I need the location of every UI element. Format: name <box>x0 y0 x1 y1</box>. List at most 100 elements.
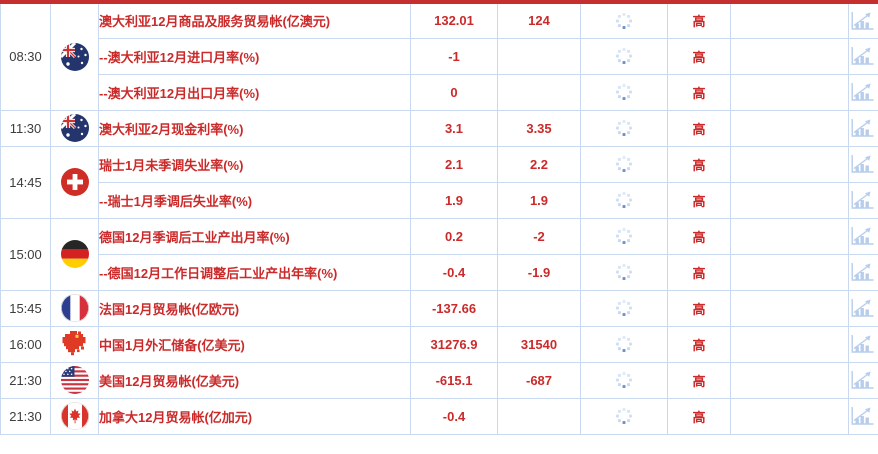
loading-spinner-icon <box>614 190 634 210</box>
importance-level: 高 <box>667 181 731 219</box>
table-row: 08:30 澳大利亚12月商品及服务贸易帐(亿澳元) 132.01 124 高 <box>0 2 878 111</box>
bar-chart-icon[interactable] <box>850 45 875 67</box>
forecast-value: 1.9 <box>497 181 581 219</box>
table-row: 16:00 中国1月外汇储备(亿美元) 31276.9 31540 高 <box>0 325 878 363</box>
bar-chart-icon[interactable] <box>850 10 875 32</box>
table-row: 15:45 法国12月贸易帐(亿欧元) -137.66 高 <box>0 289 878 327</box>
forecast-value <box>497 289 581 327</box>
forecast-value: -687 <box>497 361 581 399</box>
china-flag-icon <box>61 330 89 358</box>
notes-cell <box>730 325 849 363</box>
importance-level: 高 <box>667 73 731 111</box>
table-row: 15:00 德国12月季调后工业产出月率(%) 0.2 -2 高 <box>0 217 878 291</box>
country-flag-cell <box>50 397 99 435</box>
australia-flag-icon <box>60 114 89 142</box>
importance-level: 高 <box>667 37 731 75</box>
notes-cell <box>730 217 849 255</box>
event-name: 中国1月外汇储备(亿美元) <box>98 325 411 363</box>
notes-cell <box>730 109 849 147</box>
forecast-value <box>497 73 581 111</box>
forecast-value: -1.9 <box>497 253 581 291</box>
notes-cell <box>730 361 849 399</box>
country-flag-cell <box>50 145 99 219</box>
table-row: --澳大利亚12月进口月率(%) -1 高 <box>1 37 878 75</box>
table-row: 14:45 瑞士1月未季调失业率(%) 2.1 2.2 高 <box>0 145 878 219</box>
notes-cell <box>730 253 849 291</box>
australia-flag-icon <box>60 42 89 71</box>
event-time: 14:45 <box>0 145 51 219</box>
actual-value: 31276.9 <box>410 325 498 363</box>
forecast-value: 3.35 <box>497 109 581 147</box>
table-row: --澳大利亚12月出口月率(%) 0 高 <box>1 73 878 111</box>
bar-chart-icon[interactable] <box>850 333 875 355</box>
chart-cell <box>848 181 878 219</box>
previous-value-loading <box>580 37 668 75</box>
canada-flag-icon <box>60 402 89 430</box>
previous-value-loading <box>580 325 668 363</box>
actual-value: 1.9 <box>410 181 498 219</box>
actual-value: 0.2 <box>410 217 498 255</box>
importance-level: 高 <box>667 361 731 399</box>
previous-value-loading <box>580 145 668 183</box>
country-flag-cell <box>50 325 99 363</box>
event-time: 21:30 <box>0 361 51 399</box>
event-time: 08:30 <box>0 2 51 111</box>
bar-chart-icon[interactable] <box>850 81 875 103</box>
chart-cell <box>848 37 878 75</box>
previous-value-loading <box>580 397 668 435</box>
chart-cell <box>848 73 878 111</box>
event-name: --澳大利亚12月进口月率(%) <box>98 37 411 75</box>
chart-cell <box>848 325 878 363</box>
france-flag-icon <box>60 294 89 322</box>
notes-cell <box>730 73 849 111</box>
notes-cell <box>730 397 849 435</box>
bar-chart-icon[interactable] <box>850 297 875 319</box>
notes-cell <box>730 145 849 183</box>
bar-chart-icon[interactable] <box>850 153 875 175</box>
forecast-value <box>497 397 581 435</box>
importance-level: 高 <box>667 145 731 183</box>
forecast-value: -2 <box>497 217 581 255</box>
loading-spinner-icon <box>614 298 634 318</box>
chart-cell <box>848 397 878 435</box>
notes-cell <box>730 37 849 75</box>
chart-cell <box>848 109 878 147</box>
event-name: 美国12月贸易帐(亿美元) <box>98 361 411 399</box>
forecast-value: 31540 <box>497 325 581 363</box>
importance-level: 高 <box>667 325 731 363</box>
bar-chart-icon[interactable] <box>850 225 875 247</box>
bar-chart-icon[interactable] <box>850 189 875 211</box>
loading-spinner-icon <box>614 46 634 66</box>
forecast-value <box>497 37 581 75</box>
actual-value: -0.4 <box>410 397 498 435</box>
event-name: 法国12月贸易帐(亿欧元) <box>98 289 411 327</box>
chart-cell <box>848 2 878 39</box>
event-time: 15:00 <box>0 217 51 291</box>
bar-chart-icon[interactable] <box>850 405 875 427</box>
event-name: 澳大利亚2月现金利率(%) <box>98 109 411 147</box>
chart-cell <box>848 361 878 399</box>
bar-chart-icon[interactable] <box>850 117 875 139</box>
switzerland-flag-icon <box>60 168 89 196</box>
bar-chart-icon[interactable] <box>850 369 875 391</box>
table-row: 21:30 加拿大12月贸易帐(亿加元) -0.4 高 <box>0 397 878 435</box>
country-flag-cell <box>50 289 99 327</box>
previous-value-loading <box>580 361 668 399</box>
event-name: 瑞士1月未季调失业率(%) <box>98 145 411 183</box>
event-name: 德国12月季调后工业产出月率(%) <box>98 217 411 255</box>
previous-value-loading <box>580 217 668 255</box>
previous-value-loading <box>580 73 668 111</box>
forecast-value: 124 <box>497 2 581 39</box>
previous-value-loading <box>580 2 668 39</box>
previous-value-loading <box>580 289 668 327</box>
loading-spinner-icon <box>614 11 634 31</box>
usa-flag-icon <box>60 366 89 394</box>
loading-spinner-icon <box>614 82 634 102</box>
actual-value: -0.4 <box>410 253 498 291</box>
bar-chart-icon[interactable] <box>850 261 875 283</box>
table-row: 11:30 澳大利亚2月现金利率(%) 3.1 3.35 高 <box>0 109 878 147</box>
country-flag-cell <box>50 109 99 147</box>
chart-cell <box>848 253 878 291</box>
actual-value: -1 <box>410 37 498 75</box>
